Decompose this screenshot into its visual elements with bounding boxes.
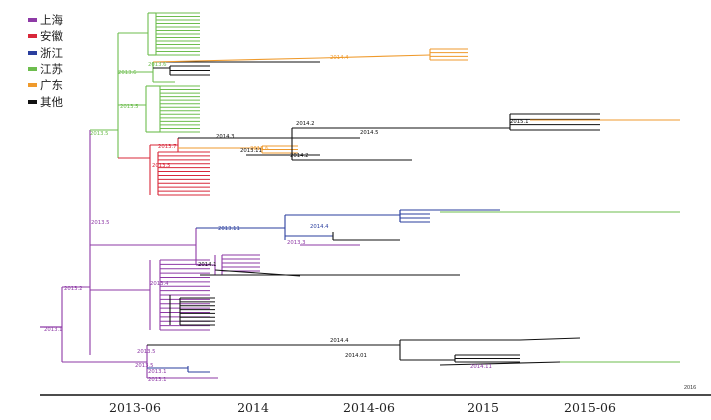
legend-item-shanghai: 上海 bbox=[28, 12, 63, 28]
axis-end-label: 2016 bbox=[684, 385, 697, 391]
node-date-label: 2014.4 bbox=[330, 55, 349, 61]
node-date-label: 2013.2 bbox=[64, 286, 83, 292]
node-date-label: 2014.2 bbox=[296, 121, 315, 127]
axis-tick-label: 2015-06 bbox=[564, 400, 616, 415]
node-date-label: 2013.1 bbox=[148, 377, 167, 383]
node-date-label: 2015.1 bbox=[510, 119, 529, 125]
node-date-label: 2013.6 bbox=[118, 70, 137, 76]
legend-swatch-icon bbox=[28, 50, 37, 55]
axis-tick-label: 2015 bbox=[467, 400, 499, 415]
legend-label: 上海 bbox=[40, 13, 63, 28]
node-date-label: 2013.5 bbox=[90, 131, 109, 137]
legend-label: 江苏 bbox=[40, 62, 63, 77]
legend-item-jiangsu: 江苏 bbox=[28, 61, 63, 77]
node-date-label: 2013.5 bbox=[137, 349, 156, 355]
node-date-label: 2014.01 bbox=[345, 353, 367, 359]
legend-item-other: 其他 bbox=[28, 93, 63, 109]
tree-branch bbox=[439, 361, 561, 366]
node-date-label: 2013.1 bbox=[44, 327, 63, 333]
node-date-label: 2013.5 bbox=[152, 163, 171, 169]
node-date-label: 2013.5 bbox=[135, 363, 154, 369]
legend-swatch-icon bbox=[28, 34, 37, 39]
node-date-label: 2013.6 bbox=[250, 146, 269, 152]
node-date-label: 2013.4 bbox=[150, 281, 169, 287]
axis-tick-label: 2014-06 bbox=[343, 400, 395, 415]
node-date-label: 2014.4 bbox=[310, 224, 329, 230]
legend-label: 广东 bbox=[40, 78, 63, 93]
node-date-label: 2014.5 bbox=[360, 130, 379, 136]
legend-label: 浙江 bbox=[40, 45, 63, 60]
node-date-label: 2014.1 bbox=[198, 262, 217, 268]
node-date-label: 2014.2 bbox=[290, 153, 309, 159]
node-date-label: 2013.7 bbox=[158, 144, 177, 150]
legend-item-anhui: 安徽 bbox=[28, 28, 63, 44]
tree-branch bbox=[519, 337, 581, 341]
legend-swatch-icon bbox=[28, 18, 37, 23]
tree-branch bbox=[319, 54, 431, 59]
node-date-label: 2013.6 bbox=[148, 62, 167, 68]
node-date-label: 2013.1 bbox=[148, 369, 167, 375]
legend-label: 其他 bbox=[40, 94, 63, 109]
legend-swatch-icon bbox=[28, 83, 37, 88]
legend-label: 安徽 bbox=[40, 29, 63, 44]
node-date-label: 2013.5 bbox=[91, 220, 110, 226]
node-date-label: 2014.11 bbox=[470, 364, 492, 370]
axis-tick-label: 2013-06 bbox=[109, 400, 161, 415]
node-date-label: 2013.11 bbox=[240, 148, 262, 154]
node-date-label: 2013.3 bbox=[287, 240, 306, 246]
node-date-label: 2014.3 bbox=[216, 134, 235, 140]
labels: 2013.12013.22013.52013.52013.62013.52013… bbox=[44, 55, 529, 383]
legend-item-guangdong: 广东 bbox=[28, 77, 63, 93]
legend-swatch-icon bbox=[28, 99, 37, 104]
node-date-label: 2013.5 bbox=[120, 104, 139, 110]
axis-tick-label: 2014 bbox=[237, 400, 269, 415]
legend: 上海 安徽 浙江 江苏 广东 其他 bbox=[28, 12, 63, 110]
legend-swatch-icon bbox=[28, 67, 37, 72]
node-date-label: 2014.4 bbox=[330, 338, 349, 344]
legend-item-zhejiang: 浙江 bbox=[28, 45, 63, 61]
node-date-label: 2013.11 bbox=[218, 226, 240, 232]
branches bbox=[40, 12, 711, 396]
tree-branch bbox=[152, 57, 321, 63]
